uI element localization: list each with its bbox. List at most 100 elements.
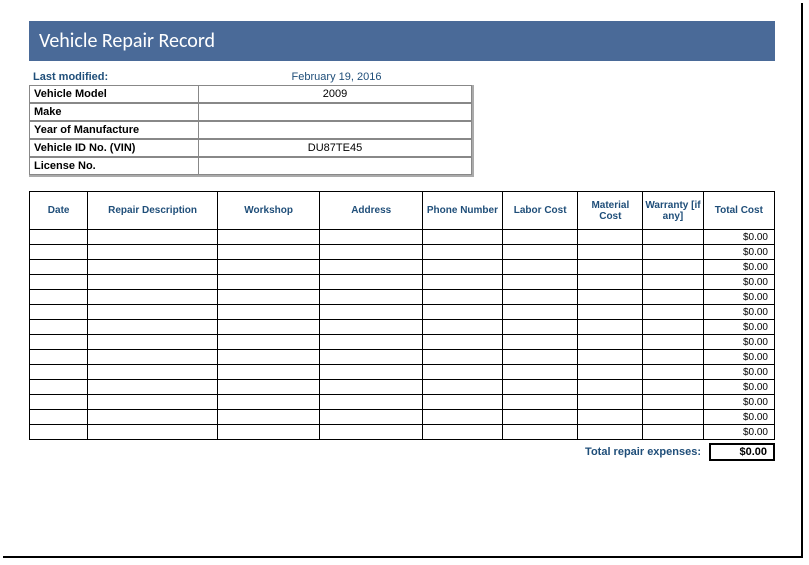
table-cell[interactable] [217, 335, 320, 350]
table-cell[interactable] [502, 425, 578, 440]
table-cell[interactable] [88, 380, 218, 395]
table-cell[interactable] [320, 365, 423, 380]
table-cell[interactable] [30, 350, 88, 365]
table-cell[interactable] [320, 335, 423, 350]
table-cell[interactable] [88, 425, 218, 440]
table-cell[interactable] [578, 260, 643, 275]
table-cell[interactable] [578, 350, 643, 365]
table-cell[interactable] [320, 260, 423, 275]
table-cell[interactable] [422, 335, 502, 350]
table-cell[interactable] [217, 365, 320, 380]
table-cell[interactable] [502, 260, 578, 275]
table-cell[interactable] [643, 365, 703, 380]
table-cell[interactable] [30, 230, 88, 245]
table-cell[interactable] [320, 395, 423, 410]
table-cell[interactable] [502, 365, 578, 380]
table-cell[interactable] [320, 305, 423, 320]
table-cell[interactable] [502, 395, 578, 410]
table-cell[interactable] [578, 410, 643, 425]
table-cell[interactable] [422, 245, 502, 260]
table-cell[interactable] [217, 395, 320, 410]
table-cell[interactable] [217, 380, 320, 395]
table-cell[interactable] [578, 425, 643, 440]
table-cell[interactable] [502, 320, 578, 335]
table-cell[interactable] [320, 290, 423, 305]
table-cell[interactable] [578, 320, 643, 335]
table-cell[interactable] [422, 410, 502, 425]
table-cell[interactable] [422, 260, 502, 275]
table-cell[interactable] [217, 290, 320, 305]
table-cell[interactable] [30, 275, 88, 290]
vehicle-model-value[interactable]: 2009 [199, 85, 472, 103]
table-cell[interactable] [502, 350, 578, 365]
table-cell[interactable] [320, 425, 423, 440]
table-cell[interactable] [88, 365, 218, 380]
table-cell[interactable] [30, 410, 88, 425]
table-cell[interactable] [217, 275, 320, 290]
table-cell[interactable] [30, 260, 88, 275]
table-cell[interactable] [217, 260, 320, 275]
table-cell[interactable] [422, 425, 502, 440]
table-cell[interactable] [30, 395, 88, 410]
table-cell[interactable] [30, 245, 88, 260]
year-value[interactable] [199, 121, 472, 139]
table-cell[interactable] [422, 305, 502, 320]
table-cell[interactable] [422, 230, 502, 245]
table-cell[interactable] [320, 230, 423, 245]
table-cell[interactable] [643, 380, 703, 395]
table-cell[interactable] [88, 335, 218, 350]
table-cell[interactable] [643, 320, 703, 335]
table-cell[interactable] [88, 410, 218, 425]
table-cell[interactable] [320, 320, 423, 335]
table-cell[interactable] [643, 410, 703, 425]
table-cell[interactable] [578, 305, 643, 320]
table-cell[interactable] [422, 320, 502, 335]
table-cell[interactable] [88, 305, 218, 320]
table-cell[interactable] [578, 365, 643, 380]
table-cell[interactable] [320, 380, 423, 395]
table-cell[interactable] [320, 245, 423, 260]
table-cell[interactable] [643, 260, 703, 275]
license-value[interactable] [199, 157, 472, 175]
table-cell[interactable] [320, 275, 423, 290]
table-cell[interactable] [578, 335, 643, 350]
table-cell[interactable] [578, 230, 643, 245]
table-cell[interactable] [422, 395, 502, 410]
table-cell[interactable] [30, 335, 88, 350]
table-cell[interactable] [578, 275, 643, 290]
table-cell[interactable] [88, 260, 218, 275]
table-cell[interactable] [502, 290, 578, 305]
table-cell[interactable] [643, 230, 703, 245]
table-cell[interactable] [578, 290, 643, 305]
table-cell[interactable] [502, 335, 578, 350]
table-cell[interactable] [422, 290, 502, 305]
table-cell[interactable] [88, 245, 218, 260]
table-cell[interactable] [422, 380, 502, 395]
table-cell[interactable] [88, 230, 218, 245]
table-cell[interactable] [217, 305, 320, 320]
table-cell[interactable] [88, 320, 218, 335]
table-cell[interactable] [217, 245, 320, 260]
table-cell[interactable] [88, 290, 218, 305]
make-value[interactable] [199, 103, 472, 121]
table-cell[interactable] [320, 350, 423, 365]
table-cell[interactable] [30, 365, 88, 380]
table-cell[interactable] [502, 380, 578, 395]
table-cell[interactable] [422, 350, 502, 365]
table-cell[interactable] [578, 380, 643, 395]
table-cell[interactable] [217, 230, 320, 245]
table-cell[interactable] [30, 425, 88, 440]
table-cell[interactable] [30, 305, 88, 320]
table-cell[interactable] [88, 350, 218, 365]
table-cell[interactable] [422, 275, 502, 290]
table-cell[interactable] [217, 350, 320, 365]
table-cell[interactable] [30, 320, 88, 335]
table-cell[interactable] [643, 275, 703, 290]
table-cell[interactable] [502, 245, 578, 260]
table-cell[interactable] [643, 350, 703, 365]
table-cell[interactable] [217, 425, 320, 440]
table-cell[interactable] [30, 380, 88, 395]
table-cell[interactable] [502, 410, 578, 425]
table-cell[interactable] [643, 245, 703, 260]
table-cell[interactable] [502, 230, 578, 245]
